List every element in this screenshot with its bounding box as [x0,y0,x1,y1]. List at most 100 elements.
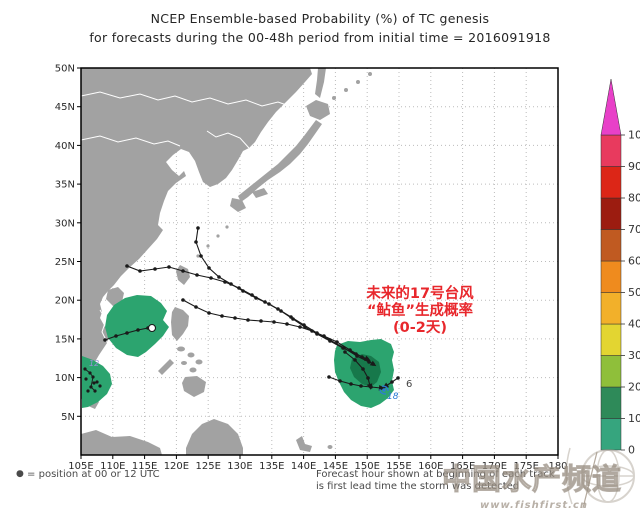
ensemble-track-south [182,299,374,365]
track-position-dot [361,367,365,371]
track-position-dot [138,269,142,273]
track-position-dot [194,305,198,309]
track-position-dot [360,355,364,359]
track-position-dot [343,350,347,354]
track-position-dot [181,269,185,273]
cyclone-symbol-icon [382,388,386,392]
x-tick-label: 155E [386,461,411,472]
x-tick-label: 110E [100,461,125,472]
track-position-dot [125,264,129,268]
legend-forecast-line2: is first lead time the storm was detecte… [316,480,520,492]
track-arrowhead [369,360,377,367]
x-tick-label: 175E [513,461,538,472]
cluster-dot [93,389,97,393]
typhoon-annotation-line1: 未来的17号台风 [366,286,474,302]
country-borders [80,91,309,345]
x-tick-label: 170E [482,461,507,472]
track-position-dot [322,334,326,338]
cyclone-symbol-icon [379,385,389,395]
colorbar-segment [600,292,622,325]
landmасс-layer [81,68,372,455]
y-tick-label: 50N [55,64,75,75]
track-position-dot [353,358,357,362]
track-position-dot [272,320,276,324]
x-tick-label: 160E [418,461,443,472]
track-position-dot [246,318,250,322]
chart-title-line2: for forecasts during the 00-48h period f… [89,30,551,45]
y-tick-label: 45N [55,102,75,113]
track-position-dot [263,300,267,304]
track-position-dot [217,275,221,279]
x-tick-label: 130E [227,461,252,472]
track-position-dot [136,328,140,332]
land-islet [206,244,210,248]
colorbar-segment [600,355,622,388]
typhoon-annotation-line3: (0-2天) [393,320,447,336]
track-position-dot [335,340,339,344]
legend-position-text: = position at 00 or 12 UTC [27,469,160,480]
colorbar-tick-label: 0 [628,444,635,457]
colorbar-segment [600,166,622,199]
track-position-dot [369,385,373,389]
land-mindanao [182,376,206,397]
colorbar-arrow [600,78,622,136]
y-tick-label: 10N [55,373,75,384]
x-tick-label: 140E [291,461,316,472]
typhoon-annotation: 未来的17号台风 “鲇鱼”生成概率 (0-2天) [338,286,502,337]
cluster-dot [91,375,95,379]
x-tick-label: 150E [354,461,379,472]
chart-title-line1: NCEP Ensemble-based Probability (%) of T… [150,11,490,26]
colorbar-tick-label: 80 [628,192,640,205]
land-borneo [186,419,243,455]
land-kyushu [230,198,246,212]
track-position-dot [209,276,213,280]
colorbar-segment [600,260,622,293]
legend-position-note: ● = position at 00 or 12 UTC [16,469,160,481]
track-position-dot [114,334,118,338]
land-sakhalin [315,68,326,98]
colorbar-segment [600,134,622,167]
track-position-dot [359,384,363,388]
land-islet [181,361,187,365]
cluster-dot [89,385,93,389]
track-position-dot [285,322,289,326]
cluster-dot [83,367,87,371]
colorbar-segment [600,386,622,419]
track-position-dot [302,323,306,327]
track-position-dot [199,254,203,258]
x-tick-label: 180 [548,461,567,472]
track-position-dot [167,265,171,269]
track-position-dot [103,338,107,342]
y-tick-label: 25N [55,257,75,268]
colorbar-tick-label: 70 [628,223,640,236]
axis-ticks-labels: 105E 110E 115E 120E 125E 130E 135E 140E 145E 150E… [55,64,568,473]
track-position-dot [310,329,314,333]
y-tick-label: 30N [55,218,75,229]
legend-forecast-note: Forecast hour shown at beginning of each… [316,469,576,492]
track-position-dot [194,240,198,244]
land-islet [187,352,195,358]
colorbar-tick-label: 40 [628,318,640,331]
y-tick-label: 15N [55,334,75,345]
country-border [80,135,181,147]
x-tick-label: 145E [323,461,348,472]
track-position-dot [276,307,280,311]
track-position-dot [338,379,342,383]
track-position-dot [396,376,400,380]
y-tick-label: 40N [55,141,75,152]
track-position-dot [207,311,211,315]
land-shikoku [252,188,268,198]
country-border [80,91,309,109]
colorbar-tick-label: 20 [628,381,640,394]
x-tick-label: 165E [450,461,475,472]
track-position-dot [153,267,157,271]
x-tick-label: 120E [164,461,189,472]
genesis-open-circle [147,323,157,333]
colorbar-tick-label: 90 [628,160,640,173]
track-position-dot [327,375,331,379]
x-tick-label: 105E [68,461,93,472]
colorbar-tick-label: 10 [628,412,640,425]
land-islet [196,254,200,258]
